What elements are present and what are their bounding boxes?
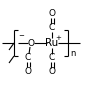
Text: Ru: Ru <box>45 38 59 48</box>
Text: C: C <box>49 54 55 62</box>
Text: O: O <box>49 9 55 19</box>
Text: +: + <box>55 35 61 41</box>
Text: C: C <box>25 54 31 62</box>
Text: O: O <box>27 39 34 48</box>
Text: O: O <box>49 68 55 76</box>
Text: C: C <box>49 23 55 33</box>
Text: O: O <box>25 66 32 76</box>
Text: n: n <box>70 50 76 58</box>
Text: −: − <box>18 33 24 39</box>
